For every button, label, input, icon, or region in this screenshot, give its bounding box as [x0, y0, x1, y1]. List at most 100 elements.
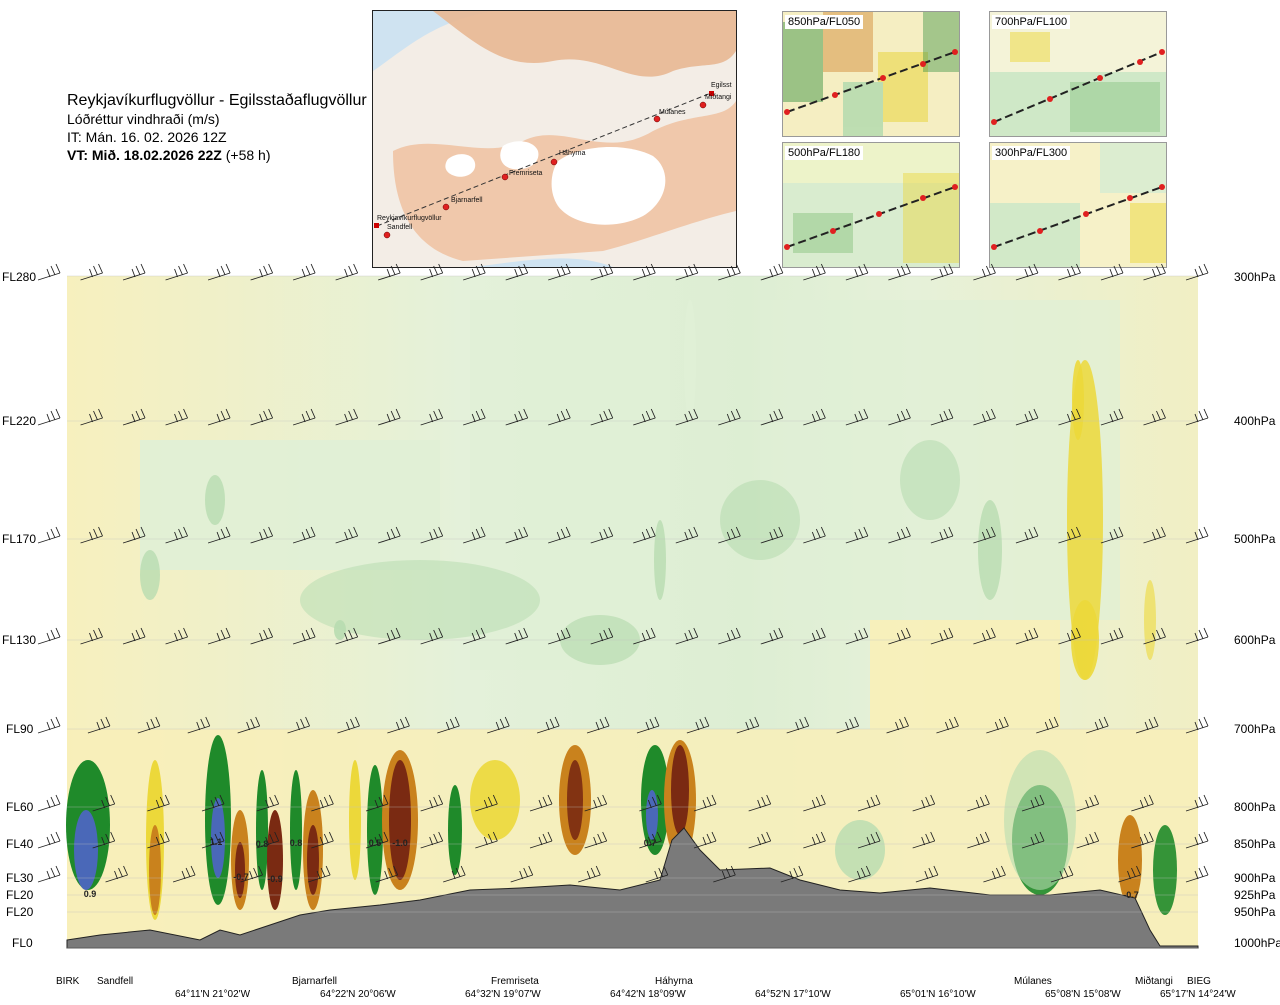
- level-left-label: FL90: [6, 722, 34, 736]
- wind-barb: [786, 716, 810, 734]
- wind-barb: [337, 716, 360, 734]
- level-left-label: FL20: [6, 905, 34, 919]
- wind-barb: [760, 526, 784, 544]
- wind-barb: [256, 831, 280, 849]
- wind-barb: [675, 263, 699, 281]
- wind-barb: [292, 408, 316, 426]
- wind-barb: [548, 627, 571, 645]
- wind-barb: [378, 627, 401, 645]
- level-right-label: 950hPa: [1234, 905, 1276, 919]
- terrain-profile: [66, 827, 1199, 949]
- title-block: Reykjavíkurflugvöllur - Egilsstaðaflugvö…: [67, 92, 367, 164]
- wind-barb: [590, 627, 614, 645]
- map-label-egilsst: Egilsst: [711, 82, 732, 89]
- wind-barb: [165, 526, 188, 544]
- wind-barb: [718, 526, 741, 544]
- wind-barb: [1100, 408, 1124, 426]
- wind-barb: [250, 627, 274, 645]
- wind-barb: [803, 526, 826, 544]
- value-label: 0.8: [256, 839, 269, 849]
- vertical-wind-cell: [290, 770, 302, 890]
- level-right-label: 400hPa: [1234, 414, 1276, 428]
- wind-barb: [548, 263, 571, 281]
- panel-850: 850hPa/FL050: [782, 11, 960, 137]
- level-right-label: 850hPa: [1234, 837, 1276, 851]
- wind-barb: [1185, 865, 1209, 883]
- value-label: -1.0: [392, 838, 408, 848]
- panel-label: 300hPa/FL300: [992, 146, 1071, 160]
- wind-barb: [201, 831, 225, 849]
- value-label: -0.7: [233, 872, 249, 882]
- waypoint-label-hahyrna: Háhyrna: [655, 976, 693, 987]
- vertical-wind-cell: [140, 550, 160, 600]
- wind-barb: [1131, 831, 1154, 849]
- wind-barb: [803, 794, 826, 812]
- valid-time-offset: (+58 h): [225, 147, 271, 163]
- wind-barb: [930, 627, 954, 645]
- level-left-label: FL40: [6, 837, 34, 851]
- vertical-wind-cell: [267, 810, 283, 910]
- wind-barb: [848, 865, 871, 883]
- wind-barb: [463, 526, 486, 544]
- level-right-label: 300hPa: [1234, 270, 1276, 284]
- wind-barb: [420, 627, 444, 645]
- wind-barb: [307, 865, 331, 883]
- wind-barb: [475, 831, 498, 849]
- wind-barb: [936, 716, 959, 734]
- wind-barb: [584, 794, 608, 812]
- wind-barb: [335, 627, 359, 645]
- wind-barb: [37, 408, 61, 426]
- vertical-wind-cell: [300, 560, 540, 640]
- wind-barb: [420, 831, 444, 849]
- wind-barb: [967, 831, 990, 849]
- wind-barb: [760, 263, 784, 281]
- wind-barb: [1058, 263, 1081, 281]
- level-right-label: 800hPa: [1234, 800, 1276, 814]
- wind-barb: [463, 627, 486, 645]
- panel-graphic: [990, 12, 1166, 136]
- waypoint-label-fremriseta: Fremriseta: [491, 976, 539, 987]
- wind-barb: [80, 263, 103, 281]
- wind-barb: [930, 263, 954, 281]
- map-label-fremriseta: Fremriseta: [509, 170, 543, 177]
- wind-barb: [633, 408, 656, 426]
- wind-barb: [165, 627, 188, 645]
- wind-barb: [505, 627, 529, 645]
- vertical-wind-cell: [1144, 580, 1156, 660]
- waypoint-label-bjarnarfell: Bjarnarfell: [292, 976, 338, 987]
- vertical-wind-cell: [720, 480, 800, 560]
- wind-barb: [37, 716, 61, 734]
- wind-barb: [365, 831, 389, 849]
- wind-barb: [207, 263, 231, 281]
- issue-time: IT: Mán. 16. 02. 2026 12Z: [67, 129, 227, 145]
- wind-barb: [973, 526, 996, 544]
- wind-barb: [510, 865, 534, 883]
- wind-barb: [803, 627, 826, 645]
- wind-barb: [760, 627, 784, 645]
- wind-barb: [1143, 526, 1166, 544]
- vertical-wind-cell: [646, 790, 658, 840]
- wind-barb: [287, 716, 310, 734]
- wind-barb: [147, 794, 170, 812]
- wind-barb: [836, 716, 860, 734]
- wind-barb: [536, 716, 560, 734]
- level-right-label: 900hPa: [1234, 871, 1276, 885]
- level-left-label: FL0: [12, 936, 33, 950]
- wind-barb: [888, 526, 911, 544]
- wind-barb: [1143, 408, 1166, 426]
- wind-barb: [201, 794, 225, 812]
- wind-barb: [1015, 408, 1039, 426]
- wind-barb: [1015, 526, 1039, 544]
- panel-label: 700hPa/FL100: [992, 15, 1071, 29]
- wind-barb: [207, 526, 231, 544]
- wind-barb: [105, 865, 128, 883]
- vertical-wind-cell: [1153, 825, 1177, 915]
- wind-barb: [639, 831, 662, 849]
- vertical-wind-cell: [1004, 750, 1076, 890]
- wind-barb: [165, 263, 188, 281]
- wind-barb: [87, 716, 111, 734]
- vertical-wind-cell: [307, 825, 319, 895]
- waypoint-label-mulanes: Múlanes: [1014, 976, 1052, 987]
- wind-barb: [387, 716, 410, 734]
- wind-barb: [930, 526, 954, 544]
